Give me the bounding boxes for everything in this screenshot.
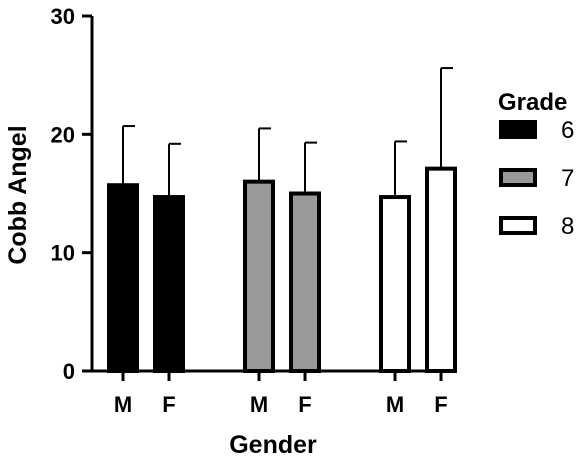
x-category-label: M (250, 392, 268, 417)
legend-items: 6 7 8 (499, 117, 574, 240)
bar-grade-7-M (243, 179, 275, 373)
x-category-label: M (386, 392, 404, 417)
x-category-label: F (298, 392, 311, 417)
bars (107, 67, 457, 373)
bar-grade-7-F (289, 191, 321, 373)
legend-label-8: 8 (561, 213, 574, 240)
bar-grade-8-M (379, 195, 411, 373)
legend-swatch-7 (499, 168, 537, 187)
y-tick-label: 30 (51, 4, 75, 29)
axes: 0 10 20 30 (51, 4, 441, 384)
x-category-label: F (162, 392, 175, 417)
bar-grade-6-F (153, 195, 185, 373)
legend-swatch-6 (499, 120, 537, 139)
y-ticks: 0 10 20 30 (51, 4, 92, 384)
legend: Grade 6 7 8 (498, 89, 574, 240)
legend-label-7: 7 (561, 165, 574, 192)
legend-label-6: 6 (561, 117, 574, 144)
legend-title: Grade (498, 89, 567, 116)
y-tick-label: 20 (51, 122, 75, 147)
y-axis-title: Cobb Angel (4, 125, 32, 264)
y-tick-label: 0 (63, 359, 75, 384)
bar-grade-6-M (107, 183, 139, 373)
bar-grade-8-F (425, 166, 457, 373)
x-axis-title: Gender (229, 431, 317, 459)
x-category-label: F (434, 392, 447, 417)
x-category-label: M (114, 392, 132, 417)
y-tick-label: 10 (51, 241, 75, 266)
legend-swatch-8 (499, 216, 537, 235)
